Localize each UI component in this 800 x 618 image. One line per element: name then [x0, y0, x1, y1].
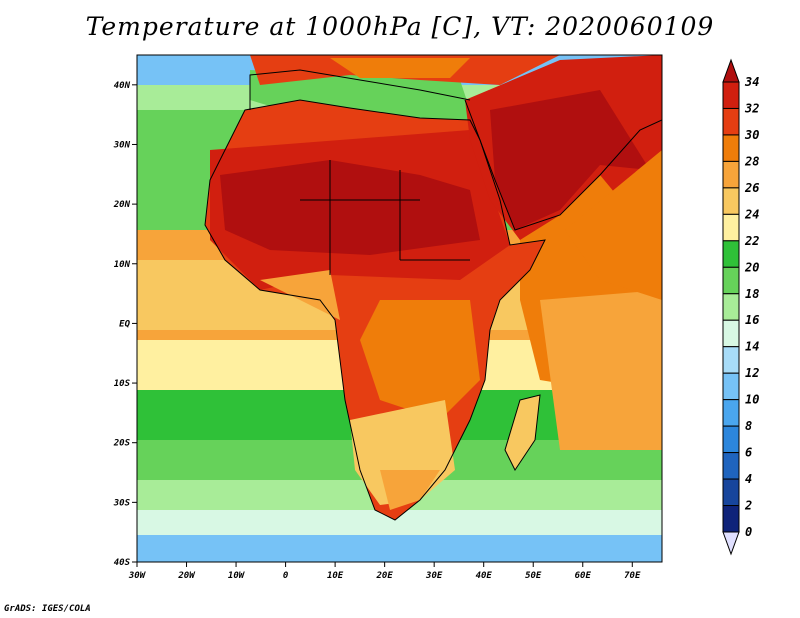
lat-tick-label: 10S [114, 379, 131, 389]
colorbar-label: 12 [745, 366, 759, 380]
lat-tick-label: 30S [113, 498, 131, 508]
colorbar-label: 26 [744, 181, 759, 195]
lon-tick-label: 20W [177, 571, 196, 581]
colorbar-swatch [722, 134, 740, 162]
colorbar-swatch [722, 293, 740, 321]
lon-tick-label: 30E [425, 571, 443, 581]
lon-tick-label: 40E [476, 571, 493, 581]
lon-tick-label: 30W [128, 571, 147, 581]
colorbar-swatch [722, 240, 740, 268]
colorbar-label: 22 [744, 234, 759, 248]
colorbar-label: 8 [745, 419, 752, 433]
colorbar-swatch [722, 81, 740, 109]
colorbar-swatch [722, 372, 740, 401]
colorbar-swatch [722, 266, 740, 295]
colorbar-swatch [722, 187, 740, 215]
colorbar-label: 2 [744, 499, 752, 513]
lon-tick-label: 60E [575, 571, 592, 581]
lon-tick-label: 0 [283, 571, 289, 581]
colorbar-label: 30 [744, 128, 759, 142]
coastlines [204, 69, 662, 521]
colorbar-swatch [722, 107, 740, 136]
colorbar-swatch [722, 399, 740, 427]
colorbar-swatch [722, 160, 740, 189]
lat-tick-label: EQ [119, 319, 130, 329]
colorbar-label: 20 [744, 260, 759, 274]
temperature-field [137, 55, 662, 562]
footer-credit: GrADS: IGES/COLA [4, 604, 91, 614]
lat-tick-label: 20N [113, 200, 131, 210]
lon-tick-label: 50E [525, 571, 542, 581]
colorbar-swatch [722, 478, 740, 507]
colorbar-label: 28 [744, 154, 759, 168]
colorbar-label: 10 [745, 393, 759, 407]
colorbar-label: 24 [744, 207, 759, 221]
lat-tick-label: 40S [114, 558, 131, 568]
colorbar-swatch [722, 505, 740, 533]
map-title: Temperature at 1000hPa [C], VT: 20200601… [85, 12, 715, 41]
colorbar-swatch [722, 452, 740, 480]
colorbar-swatch [722, 346, 740, 374]
colorbar-overflow-bottom [722, 531, 740, 556]
lon-tick-label: 70E [624, 571, 641, 581]
lon-tick-label: 10W [228, 571, 246, 581]
colorbar-label: 16 [745, 313, 759, 327]
latitude-ticks: 40N 30N 20N 10N EQ 10S 20S 30S 40S [113, 81, 137, 568]
colorbar-label: 6 [745, 446, 752, 460]
lat-tick-label: 40N [114, 81, 131, 91]
colorbar-swatch [722, 213, 740, 242]
colorbar-label: 14 [745, 340, 759, 354]
longitude-ticks: 30W 20W 10W 0 10E 20E 30E 40E 50E 60E 70E [128, 562, 641, 581]
colorbar-swatch [722, 319, 740, 348]
colorbar-label: 0 [745, 525, 752, 539]
lat-tick-label: 10N [114, 260, 131, 270]
lat-tick-label: 20S [113, 439, 131, 449]
colorbar-label: 34 [744, 75, 759, 89]
colorbar-label: 4 [745, 472, 752, 486]
lon-tick-label: 20E [376, 571, 394, 581]
plot-frame [136, 54, 663, 563]
lon-tick-label: 10E [327, 571, 344, 581]
colorbar-label: 18 [745, 287, 759, 301]
colorbar-label: 32 [744, 101, 759, 115]
colorbar-swatch [722, 425, 740, 454]
lat-tick-label: 30N [113, 140, 131, 150]
colorbar-overflow-top [722, 58, 740, 83]
